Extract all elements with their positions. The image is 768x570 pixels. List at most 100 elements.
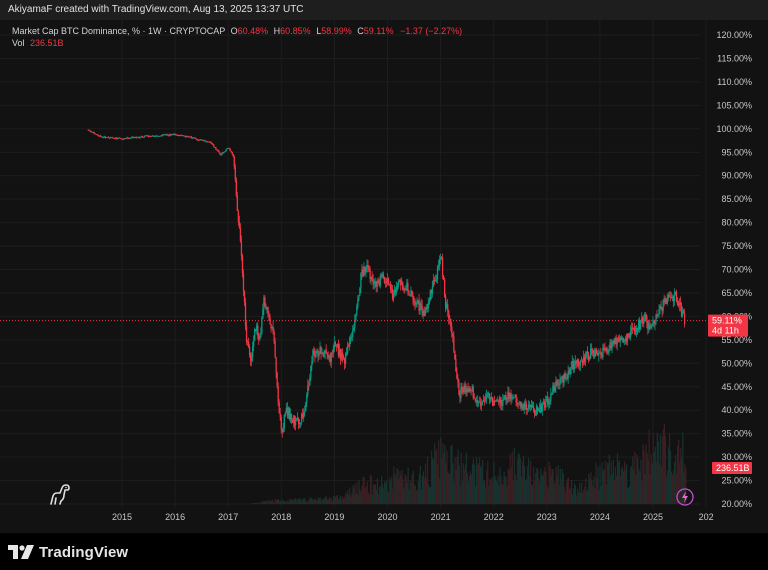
- volume-bar: [549, 466, 551, 504]
- price-chart[interactable]: 120.00% 115.00% 110.00% 105.00% 100.00% 95.00…: [0, 20, 768, 533]
- candle-body: [683, 313, 686, 324]
- volume-bar: [407, 467, 409, 504]
- volume-bar: [679, 462, 681, 504]
- volume-bar: [327, 499, 330, 504]
- dinosaur-icon[interactable]: [50, 484, 70, 505]
- volume-bar: [278, 500, 281, 504]
- candle-body: [539, 404, 542, 412]
- candle-body: [614, 338, 616, 344]
- candle-body: [317, 350, 319, 357]
- candle-body: [623, 341, 626, 342]
- volume-bar: [503, 471, 505, 504]
- candle-body: [309, 377, 311, 386]
- candle-body: [195, 138, 198, 140]
- volume-tag[interactable]: 236.51B: [712, 462, 752, 474]
- volume-bar: [337, 494, 339, 504]
- candle-body: [159, 136, 161, 137]
- volume-bar: [596, 478, 598, 504]
- volume-bar: [317, 497, 319, 504]
- volume-bar: [378, 486, 381, 504]
- candle-body: [389, 284, 392, 289]
- candle-body: [435, 279, 438, 281]
- candle-body: [120, 138, 122, 140]
- candle-body: [672, 296, 675, 302]
- volume-bar: [545, 471, 547, 504]
- volume-bar: [568, 488, 571, 504]
- x-tick-label: 2017: [218, 512, 238, 522]
- candle-body: [429, 289, 432, 300]
- volume-bar: [370, 476, 372, 504]
- candle-body: [359, 288, 361, 296]
- volume-bar: [528, 458, 530, 504]
- candle-body: [617, 337, 619, 340]
- candle-body: [369, 269, 371, 280]
- volume-bar: [552, 469, 554, 504]
- volume-bar: [371, 494, 373, 504]
- legend-ohlc: Market Cap BTC Dominance, % · 1W · CRYPT…: [12, 26, 462, 36]
- volume-bar: [328, 497, 331, 504]
- volume-bar: [487, 461, 489, 504]
- chart-panel[interactable]: 120.00% 115.00% 110.00% 105.00% 100.00% 95.00…: [0, 20, 768, 533]
- candle-body: [545, 401, 547, 408]
- candle-body: [631, 328, 634, 330]
- volume-bar: [447, 471, 449, 504]
- volume-bar: [389, 477, 391, 504]
- volume-bar: [311, 498, 313, 504]
- candle-body: [127, 137, 129, 139]
- candle-body: [665, 298, 667, 304]
- candle-body: [267, 307, 269, 314]
- candle-body: [453, 336, 455, 351]
- volume-bar: [650, 454, 652, 504]
- volume-bar: [313, 499, 315, 504]
- candle-body: [531, 405, 534, 408]
- candle-body: [473, 397, 475, 399]
- candle-body: [122, 139, 124, 140]
- candle-body: [583, 356, 586, 362]
- volume-bar: [364, 488, 366, 504]
- candle-body: [295, 417, 298, 419]
- volume-bar: [258, 502, 260, 504]
- candle-body: [472, 386, 474, 398]
- candle-body: [152, 135, 155, 137]
- price-tag[interactable]: 59.11% 4d 11h: [708, 314, 748, 337]
- volume-bar: [656, 432, 658, 504]
- candle-body: [370, 276, 372, 280]
- candle-body: [280, 417, 282, 430]
- candle-body: [213, 144, 215, 148]
- candle-body: [541, 404, 543, 412]
- candle-body: [668, 294, 670, 297]
- candle-body: [326, 352, 328, 355]
- volume-bar: [405, 476, 407, 504]
- volume-bar: [374, 484, 377, 504]
- volume-bar: [266, 502, 268, 504]
- candle-body: [151, 135, 154, 137]
- volume-bar: [609, 475, 611, 504]
- volume-bar: [638, 469, 640, 504]
- candle-body: [612, 340, 614, 345]
- candle-body: [235, 179, 237, 196]
- candle-body: [244, 302, 247, 326]
- candle-body: [321, 352, 323, 354]
- x-tick-label: 2021: [431, 512, 451, 522]
- candle-body: [214, 147, 216, 148]
- candle-body: [117, 138, 119, 140]
- volume-bar: [256, 502, 258, 504]
- candle-body: [562, 375, 564, 383]
- tradingview-logo[interactable]: TradingView: [8, 541, 128, 563]
- volume-bar: [437, 464, 439, 504]
- candle-body: [212, 143, 214, 145]
- candle-body: [426, 307, 428, 309]
- candle-body: [134, 136, 136, 138]
- volume-bar: [604, 460, 606, 504]
- candle-body: [593, 353, 595, 357]
- volume-bar: [263, 501, 265, 504]
- candle-body: [345, 353, 348, 354]
- volume-bar: [463, 469, 465, 504]
- volume-bar: [600, 486, 602, 504]
- volume-bar: [606, 462, 608, 504]
- lightning-icon[interactable]: [676, 488, 694, 506]
- candle-body: [606, 347, 608, 354]
- volume-bar: [295, 498, 297, 504]
- candle-body: [281, 429, 283, 433]
- candle-body: [571, 361, 573, 367]
